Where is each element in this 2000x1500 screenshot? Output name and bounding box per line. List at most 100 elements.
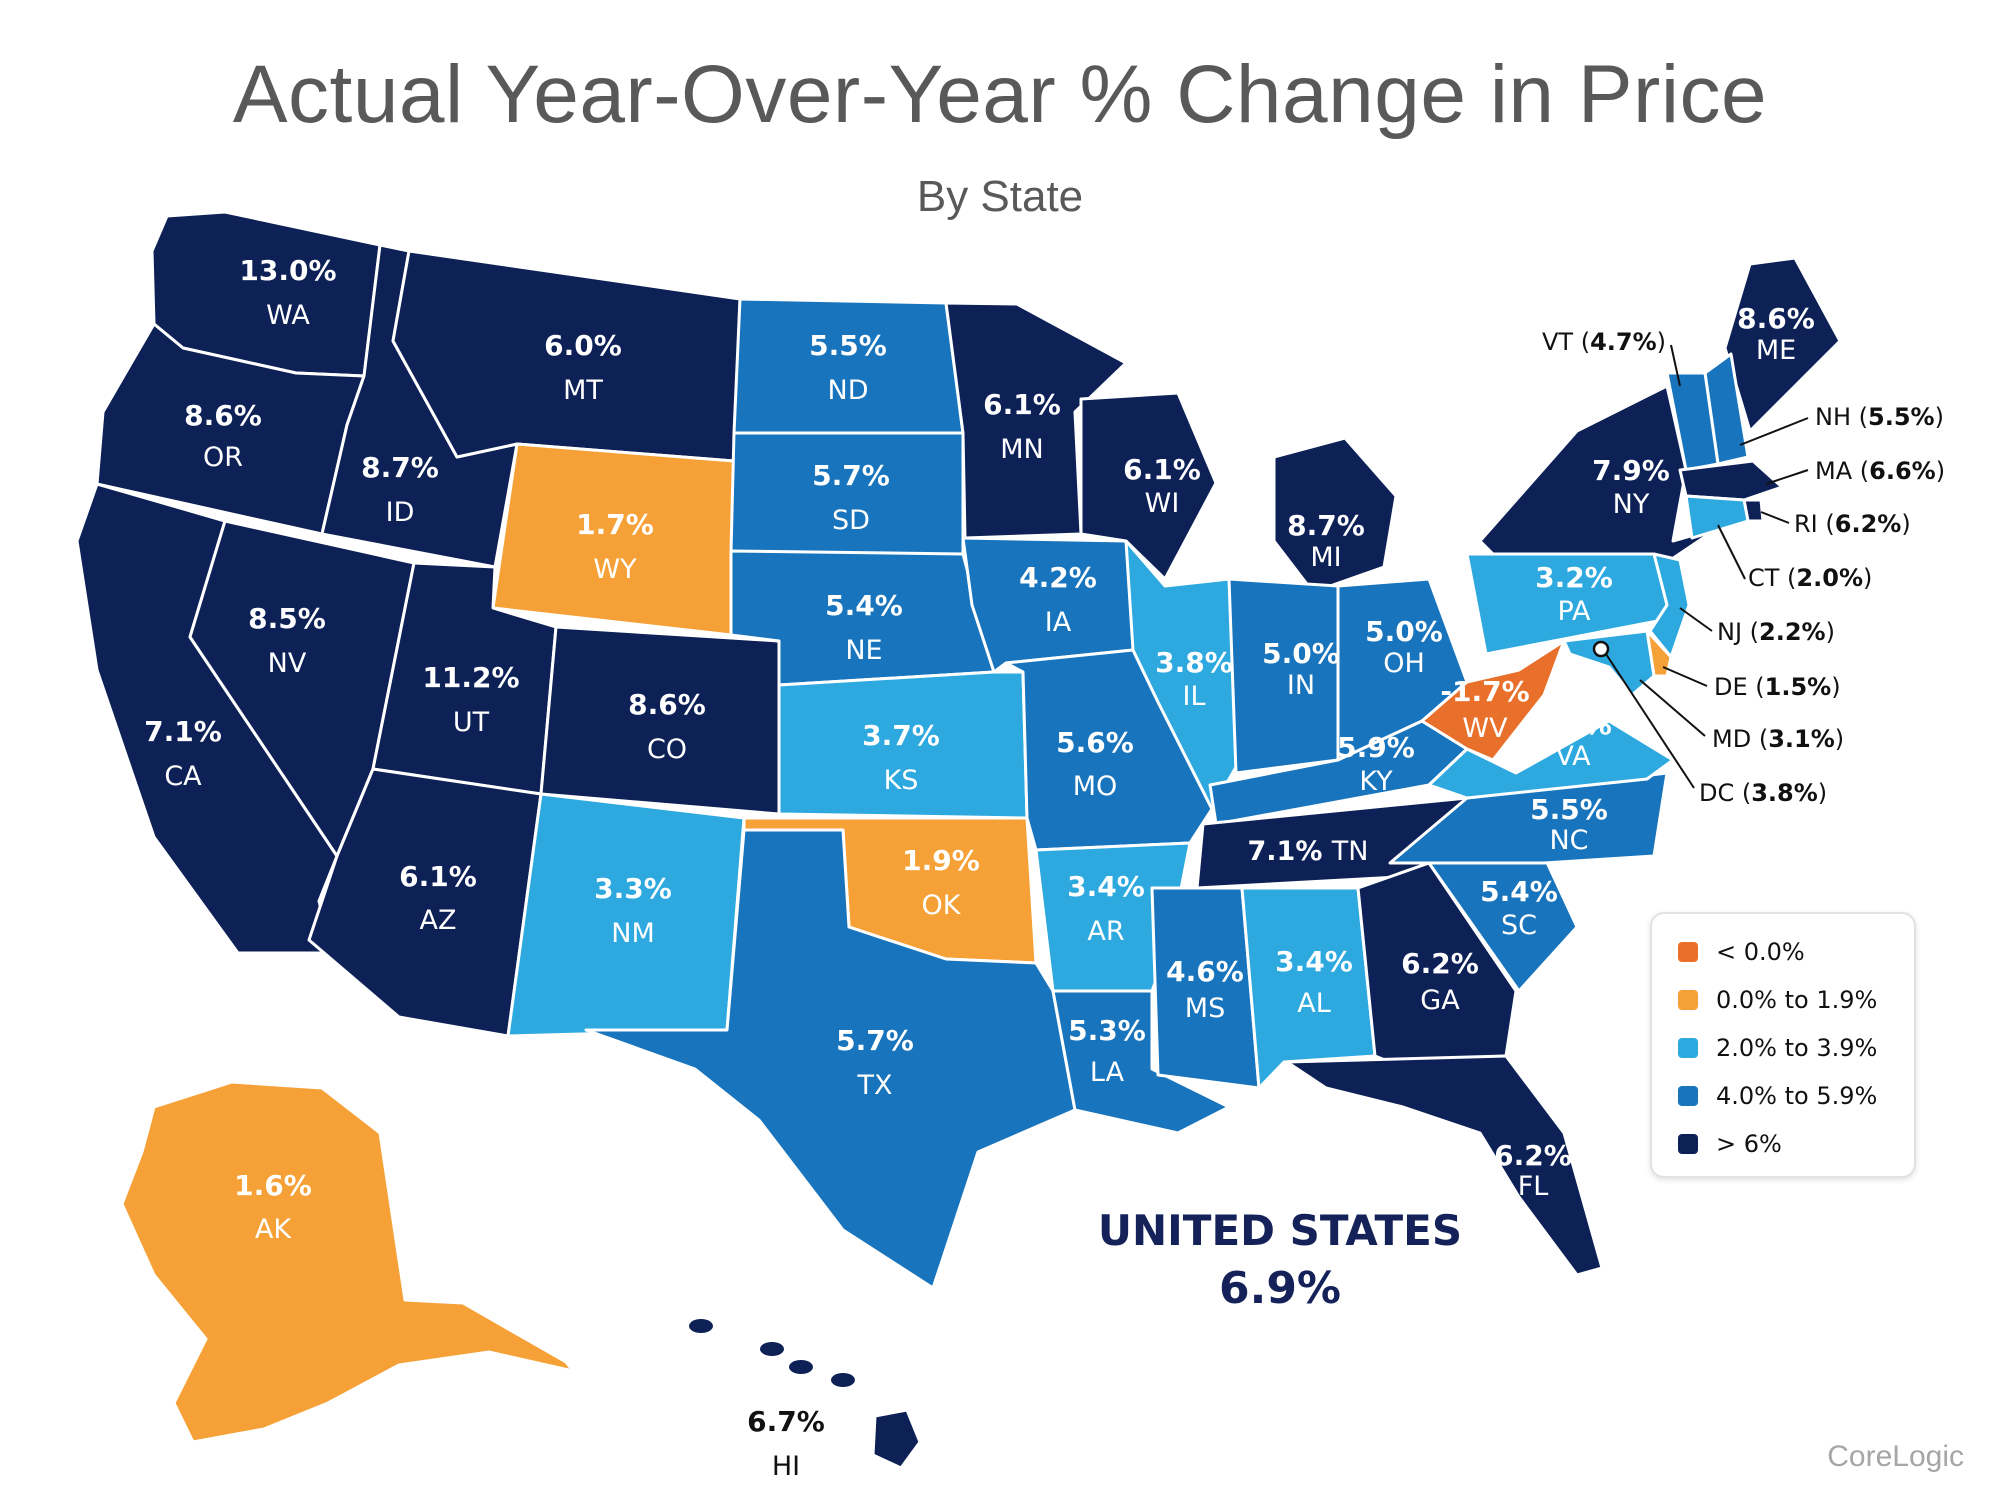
abbr-ca: CA [164, 761, 202, 792]
abbr-or: OR [203, 442, 243, 473]
label-wv: -1.7% WV [1440, 675, 1529, 744]
state-ct [1684, 494, 1750, 540]
label-mt: 6.0% MT [544, 329, 622, 406]
value-in: 5.0% [1262, 637, 1340, 670]
callout-nh: NH (5.5%) [1815, 403, 1944, 431]
hi-island-2 [760, 1342, 784, 1356]
northeast-callouts: VT (4.7%) NH (5.5%) MA (6.6%) RI (6.2%) CT (… [1542, 328, 1945, 807]
legend-label: 2.0% to 3.9% [1716, 1034, 1878, 1062]
value-mo: 5.6% [1056, 726, 1134, 759]
hi-island-4 [789, 1360, 813, 1374]
state-la [1051, 989, 1231, 1135]
label-ut: 11.2% UT [422, 661, 519, 738]
value-ut: 11.2% [422, 661, 519, 694]
abbr-hi: HI [772, 1451, 800, 1482]
label-ia: 4.2% IA [1019, 561, 1097, 638]
legend: < 0.0% 0.0% to 1.9% 2.0% to 3.9% 4.0% to 5.… [1650, 912, 1916, 1178]
leader-de [1662, 666, 1708, 687]
state-hi [871, 1408, 922, 1470]
leader-nh [1739, 417, 1809, 446]
abbr-pa: PA [1557, 596, 1591, 627]
value-mi: 8.7% [1287, 509, 1365, 542]
abbr-va: VA [1555, 741, 1591, 772]
state-fl [1285, 1054, 1604, 1277]
label-mi: 8.7%MI [1287, 509, 1365, 573]
leader-ri [1760, 511, 1790, 524]
label-fl: 6.2%FL [1494, 1139, 1572, 1202]
value-fl: 6.2% [1494, 1139, 1572, 1172]
label-il: 3.8%IL [1155, 646, 1233, 712]
abbr-sd: SD [832, 505, 870, 536]
leader-dc [1605, 653, 1695, 789]
label-ok: 1.9% OK [902, 844, 980, 921]
leader-md [1639, 679, 1706, 737]
legend-label: 4.0% to 5.9% [1716, 1082, 1878, 1110]
callout-ct: CT (2.0%) [1748, 564, 1872, 592]
label-wi: 6.1%WI [1123, 453, 1201, 519]
label-mo: 5.6% MO [1056, 726, 1134, 802]
label-az: 6.1% AZ [399, 860, 477, 936]
abbr-mi: MI [1310, 542, 1341, 573]
abbr-nv: NV [268, 648, 307, 679]
state-mi [1272, 436, 1398, 594]
abbr-fl: FL [1518, 1171, 1549, 1202]
callout-vt: VT (4.7%) [1542, 328, 1666, 356]
abbr-al: AL [1297, 988, 1331, 1019]
abbr-tx: TX [857, 1070, 893, 1101]
state-nm [506, 792, 746, 1038]
label-ak: 1.6% AK [234, 1169, 312, 1245]
value-va: 3.0% [1534, 708, 1612, 741]
value-wa: 13.0% [239, 254, 336, 287]
abbr-in: IN [1287, 670, 1315, 701]
label-nd: 5.5% ND [809, 329, 887, 406]
state-ma [1678, 459, 1784, 502]
state-mn [944, 301, 1128, 540]
abbr-ut: UT [453, 707, 490, 738]
leader-ct [1717, 524, 1746, 580]
label-nc: 5.5%NC [1530, 793, 1608, 856]
abbr-nd: ND [828, 375, 869, 406]
value-ms: 4.6% [1166, 955, 1244, 988]
value-id: 8.7% [361, 451, 439, 484]
label-wy: 1.7% WY [576, 508, 654, 585]
abbr-az: AZ [420, 905, 457, 936]
abbr-wa: WA [266, 300, 310, 331]
abbr-oh: OH [1383, 648, 1425, 679]
value-pa: 3.2% [1535, 561, 1613, 594]
label-pa: 3.2%PA [1535, 561, 1613, 627]
leader-ma [1765, 469, 1809, 485]
abbr-me: ME [1756, 335, 1796, 366]
chart-subtitle: By State [916, 172, 1084, 221]
state-wv [1420, 639, 1566, 762]
value-az: 6.1% [399, 860, 477, 893]
abbr-ky: KY [1359, 766, 1393, 797]
legend-swatch [1678, 942, 1698, 962]
value-wv: -1.7% [1440, 675, 1529, 708]
state-ak [120, 1080, 575, 1444]
legend-item: 4.0% to 5.9% [1678, 1080, 1877, 1112]
abbr-ks: KS [884, 765, 919, 796]
label-in: 5.0%IN [1262, 637, 1340, 701]
dc-marker [1592, 640, 1610, 658]
label-va: 3.0%VA [1534, 708, 1612, 772]
value-ak: 1.6% [234, 1169, 312, 1202]
legend-label: 0.0% to 1.9% [1716, 986, 1878, 1014]
value-la: 5.3% [1068, 1014, 1146, 1047]
legend-item: 2.0% to 3.9% [1678, 1032, 1877, 1064]
abbr-ok: OK [922, 890, 962, 921]
leader-nj [1679, 607, 1713, 632]
value-ks: 3.7% [862, 719, 940, 752]
value-oh: 5.0% [1365, 615, 1443, 648]
hi-island-3 [831, 1373, 855, 1387]
abbr-ms: MS [1185, 993, 1225, 1024]
value-nd: 5.5% [809, 329, 887, 362]
label-ar: 3.4% AR [1067, 870, 1145, 947]
label-ks: 3.7% KS [862, 719, 940, 796]
chart-title: Actual Year-Over-Year % Change in Price [232, 49, 1768, 140]
legend-item: < 0.0% [1678, 936, 1805, 968]
state-md [1562, 629, 1656, 697]
value-ky: 5.9% [1337, 731, 1415, 764]
value-ar: 3.4% [1067, 870, 1145, 903]
